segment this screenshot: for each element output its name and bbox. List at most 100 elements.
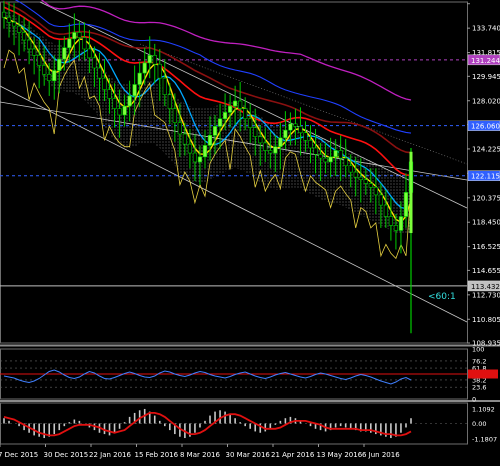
candle-body	[288, 123, 293, 131]
price-tick-label: 124.225	[472, 145, 500, 153]
candle-body	[92, 57, 97, 69]
price-tick-label: 118.450	[472, 219, 500, 227]
candle-body	[222, 112, 228, 120]
candle-body	[62, 47, 67, 60]
candle-body	[82, 37, 87, 50]
candle-body	[177, 122, 182, 135]
candle-body	[27, 39, 32, 50]
ma-red-line	[3, 6, 412, 176]
candle-body	[228, 105, 233, 113]
candle-body	[303, 132, 308, 141]
ma-navy-line	[14, 0, 412, 134]
x-tick-label: 7 Dec 2015	[0, 451, 38, 459]
candle-body	[172, 108, 177, 123]
candle-body	[263, 142, 268, 151]
rsi-line	[3, 369, 412, 385]
x-tick-label: 22 Jan 2016	[89, 451, 132, 459]
candle-body	[333, 150, 338, 158]
candle-body	[383, 204, 388, 217]
candle-body	[313, 147, 318, 155]
candle-body	[353, 171, 358, 178]
macd-signal-line	[3, 411, 412, 437]
candle-body	[112, 98, 117, 109]
candle-body	[283, 129, 288, 139]
x-tick-label: 6 Jun 2016	[362, 451, 400, 459]
price-label-box	[467, 54, 500, 66]
candle-body	[32, 48, 37, 56]
candle-body	[323, 157, 328, 163]
candle-body	[57, 58, 62, 71]
macd-tick-label: 1.1092	[472, 405, 495, 413]
candle-body	[238, 100, 243, 109]
candle-body	[11, 22, 17, 27]
candle-body	[348, 165, 353, 173]
price-label-box	[467, 170, 500, 181]
price-label-text: 122.115	[471, 173, 500, 181]
candle-body	[187, 143, 193, 154]
candle-body	[47, 74, 52, 81]
trendline	[0, 85, 468, 323]
candle-body	[268, 150, 273, 154]
candle-body	[167, 94, 172, 109]
candle-body	[97, 67, 102, 79]
price-tick-label: 110.805	[472, 316, 500, 324]
rsi-tick-label: 76.2	[472, 357, 486, 365]
candle-body	[368, 183, 373, 188]
candle-body	[328, 156, 333, 163]
price-label-text: 126.060	[471, 123, 500, 131]
candle-body	[127, 95, 132, 107]
rsi-tick-label: 61.8	[472, 365, 486, 373]
candle-body	[248, 118, 253, 128]
candle-body	[77, 32, 82, 38]
macd-tick-label: 0.00	[472, 420, 486, 428]
candle-body	[298, 126, 303, 134]
candle-body	[162, 77, 167, 95]
candle-body	[197, 156, 203, 163]
candle-body	[72, 32, 77, 40]
candle-body	[52, 70, 57, 81]
candle-body	[278, 137, 283, 148]
price-tick-label: 108.935	[472, 340, 500, 348]
candle-body	[388, 216, 394, 226]
candle-body	[378, 194, 383, 206]
candle-body	[132, 84, 137, 97]
candle-body	[358, 176, 363, 181]
price-tick-label: 112.730	[472, 291, 500, 299]
candle-body	[152, 55, 157, 65]
price-tick-label: 131.815	[472, 49, 500, 57]
candle-body	[373, 187, 378, 196]
x-tick-label: 30 Mar 2016	[226, 451, 271, 459]
candle-body	[343, 157, 348, 167]
x-tick-label: 8 Mar 2016	[180, 451, 220, 459]
candle-body	[393, 225, 399, 231]
candle-body	[42, 65, 47, 75]
candle-body	[212, 126, 218, 136]
rsi-tick-label: 23.6	[472, 384, 486, 392]
rsi-tick-label: 38.2	[472, 376, 486, 384]
price-tick-label: 129.945	[472, 73, 500, 81]
candle-body	[16, 25, 22, 33]
candle-body	[207, 134, 213, 146]
trendline	[139, 43, 468, 165]
candle-body	[142, 62, 147, 74]
candle-body	[398, 216, 404, 231]
candle-body	[192, 152, 198, 163]
candle-body	[217, 118, 223, 127]
candle-body	[157, 63, 162, 79]
x-tick-label: 13 May 2016	[317, 451, 363, 459]
candle-body	[37, 55, 42, 66]
candle-body	[102, 77, 107, 90]
ma-blue-line	[3, 16, 412, 210]
price-label-text: 113.432	[471, 283, 500, 291]
x-tick-label: 21 Apr 2016	[271, 451, 315, 459]
price-label-text: 131.244	[471, 57, 500, 65]
price-tick-label: 128.020	[472, 97, 500, 105]
price-label-box	[467, 120, 500, 131]
candle-body	[1, 11, 7, 18]
candle-body	[293, 123, 298, 127]
rsi-tick-label: 0	[472, 396, 476, 404]
price-panel-frame	[0, 1, 468, 344]
candle-body	[122, 105, 127, 116]
